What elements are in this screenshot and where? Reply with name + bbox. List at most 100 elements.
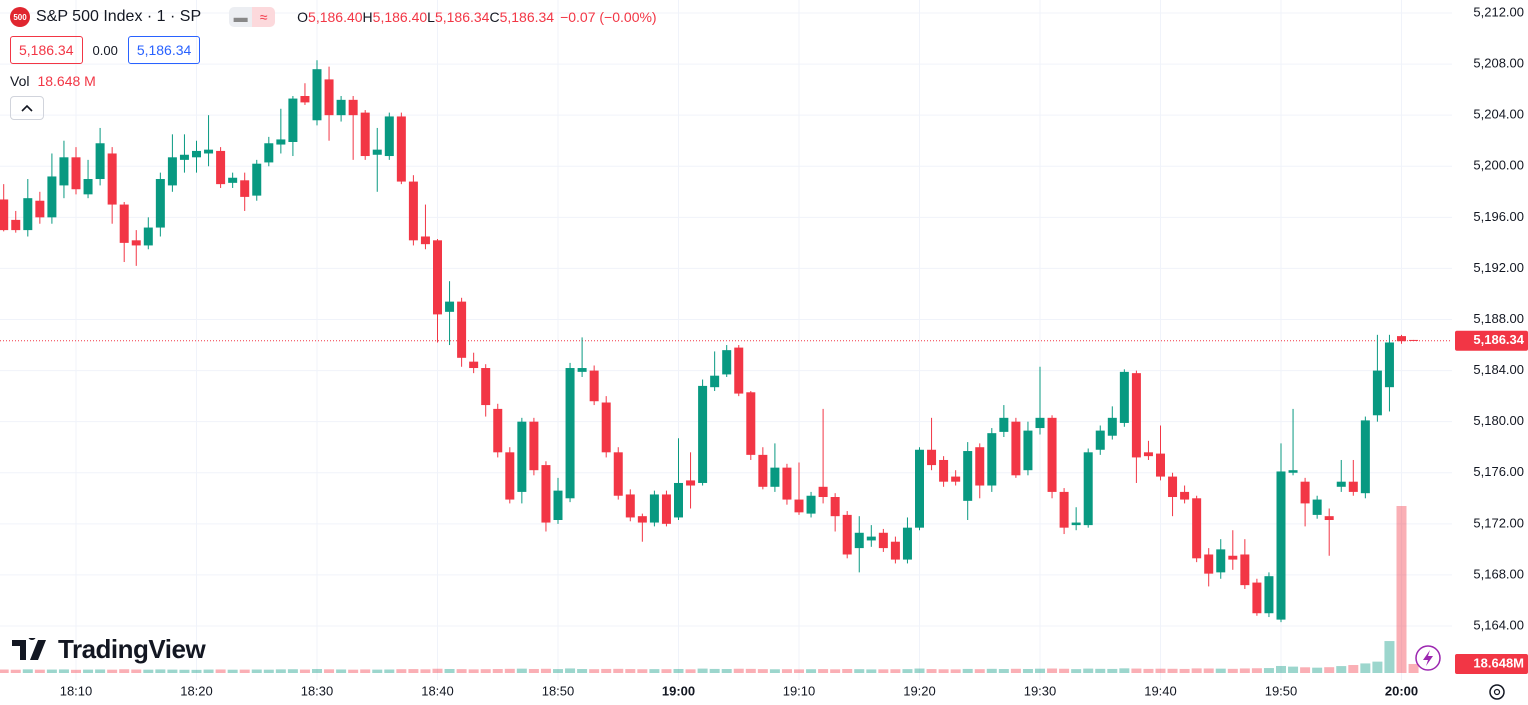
volume-bar xyxy=(733,668,744,673)
ohlc-value: 5,186.40 xyxy=(308,9,363,25)
candle-body xyxy=(758,454,768,487)
candle-body xyxy=(698,385,708,483)
candle-body xyxy=(1348,481,1358,492)
volume-bar xyxy=(1288,666,1299,673)
candle-body xyxy=(493,408,503,453)
spread: 0.00 xyxy=(92,42,118,58)
volume-bar xyxy=(914,668,925,673)
volume-bar xyxy=(878,669,889,673)
volume-bar xyxy=(131,669,142,673)
y-tick-label: 5,196.00 xyxy=(1473,209,1524,224)
volume-bar xyxy=(1010,668,1021,673)
candle-body xyxy=(143,227,153,246)
volume-bar xyxy=(215,669,226,673)
candle-body xyxy=(1192,498,1202,559)
candle-body xyxy=(192,150,201,158)
volume-bar xyxy=(203,669,214,673)
y-tick-label: 5,168.00 xyxy=(1473,566,1524,581)
candle-body xyxy=(625,494,635,518)
volume-bar xyxy=(890,669,901,673)
candle-body xyxy=(445,301,455,312)
volume-bar xyxy=(1203,668,1214,673)
x-tick-label: 18:50 xyxy=(542,683,575,698)
ohlc-label: H xyxy=(362,9,373,25)
chip-dash[interactable]: ▬ xyxy=(229,7,253,27)
logo-mark xyxy=(12,637,46,660)
y-tick-label: 5,172.00 xyxy=(1473,515,1524,530)
volume-legend: Vol 18.648 M xyxy=(10,70,657,92)
volume-bar xyxy=(95,669,106,673)
candle-body xyxy=(1059,491,1069,528)
volume-bar xyxy=(1107,668,1118,673)
candle-body xyxy=(866,536,876,541)
candle-body xyxy=(216,150,226,185)
candle-body xyxy=(963,451,973,501)
volume-bar xyxy=(938,669,949,673)
buy-button[interactable]: 5,186.34 xyxy=(127,36,201,64)
volume-bar xyxy=(1384,641,1395,673)
volume-bar xyxy=(528,668,539,673)
candle-body xyxy=(300,96,310,103)
volume-bar xyxy=(1408,663,1419,673)
candle-body xyxy=(0,199,9,231)
candle-body xyxy=(1228,555,1238,560)
settings-icon[interactable] xyxy=(1489,684,1505,700)
candle-body xyxy=(396,116,406,182)
candle-body xyxy=(384,116,394,157)
trade-row: 5,186.34 0.00 5,186.34 xyxy=(10,36,657,64)
candle-body xyxy=(1131,373,1141,458)
settings-dot xyxy=(1493,688,1501,696)
volume-bar xyxy=(1155,668,1166,673)
volume-label: 18.648M xyxy=(1473,655,1524,670)
candle-body xyxy=(59,157,69,186)
volume-bar xyxy=(1360,663,1371,673)
volume-bar xyxy=(577,669,588,673)
volume-bar xyxy=(854,669,865,673)
chip[interactable]: ≈ xyxy=(252,7,276,27)
candle-body xyxy=(830,497,840,517)
candle-body xyxy=(71,157,81,190)
sell-button[interactable]: 5,186.34 xyxy=(10,36,83,64)
volume-bar xyxy=(1348,665,1359,673)
candle-body xyxy=(348,99,358,116)
candle-body xyxy=(23,198,33,231)
candle-body xyxy=(11,219,21,231)
candle-body xyxy=(782,467,792,500)
y-tick-label: 5,208.00 xyxy=(1473,56,1524,71)
collapse-button[interactable] xyxy=(10,96,44,120)
volume-bar xyxy=(709,668,720,673)
volume-bar xyxy=(432,668,443,673)
candle-body xyxy=(167,157,177,186)
volume-bar xyxy=(312,669,322,673)
candle-body xyxy=(951,476,961,482)
volume-bar xyxy=(167,669,178,673)
candle-body xyxy=(1324,516,1334,521)
candle-body xyxy=(1276,471,1286,620)
candle-body xyxy=(1047,417,1057,492)
candle-body xyxy=(674,482,683,518)
candle-body xyxy=(734,347,744,394)
volume-bar xyxy=(806,669,817,673)
volume-bar xyxy=(830,669,841,673)
volume-bar xyxy=(191,669,202,673)
volume-bar xyxy=(974,669,985,673)
symbol-title[interactable]: S&P 500 Index · 1 · SP xyxy=(36,8,202,25)
volume-bar xyxy=(299,669,310,673)
candle-body xyxy=(686,480,696,486)
candle-body xyxy=(902,527,912,560)
candle-body xyxy=(1011,421,1021,476)
candle-body xyxy=(240,180,250,197)
candle-body xyxy=(1095,430,1105,450)
candle-body xyxy=(987,433,997,486)
volume-bar xyxy=(456,669,467,673)
volume-bar xyxy=(83,669,94,673)
candle-body xyxy=(433,240,442,315)
candle-body xyxy=(878,532,888,549)
volume-bar xyxy=(1131,668,1142,673)
candle-body xyxy=(1071,522,1081,526)
volume-bar xyxy=(396,669,407,673)
volume-bar xyxy=(649,669,660,673)
volume-bar xyxy=(1119,668,1130,673)
candle-body xyxy=(1397,336,1406,342)
